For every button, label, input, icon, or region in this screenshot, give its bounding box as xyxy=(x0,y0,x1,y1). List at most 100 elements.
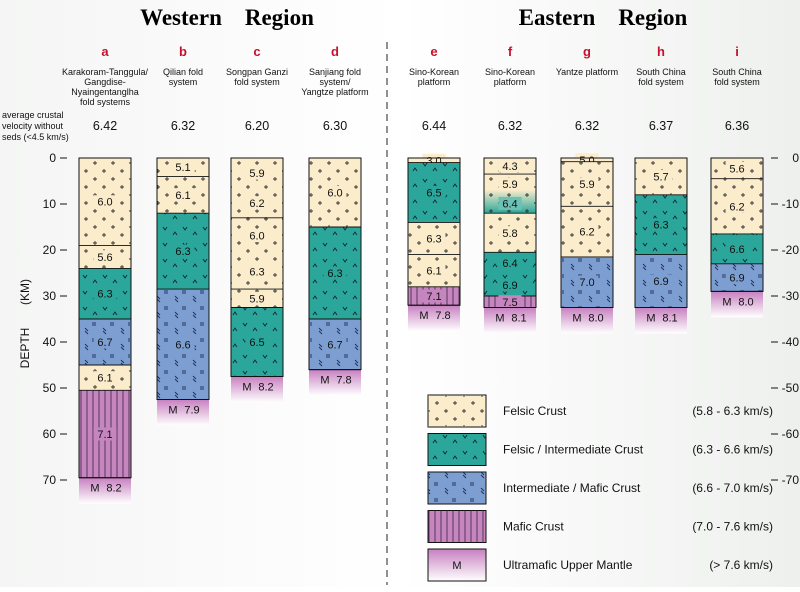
velocity-label: 6.1 xyxy=(97,373,112,385)
velocity-label-bg xyxy=(422,186,446,199)
column-outline xyxy=(230,157,284,377)
velocity-label-bg xyxy=(575,225,599,239)
velocity-label-bg xyxy=(171,244,195,258)
layer-felsic: 6.0 xyxy=(79,157,131,246)
velocity-label: 5.7 xyxy=(653,171,668,183)
legend-label: Ultramafic Upper Mantle xyxy=(503,558,633,572)
mantle-velocity: 8.1 xyxy=(511,313,526,325)
moho-mantle: M 7.8 xyxy=(408,304,460,332)
right-tick-label: -30 xyxy=(782,289,800,303)
layer-felsic: 6.1 xyxy=(408,254,460,287)
column-name-line: Qilian fold xyxy=(163,67,203,77)
layer-felsic: 5.9 xyxy=(231,288,283,308)
column-letter: h xyxy=(657,44,665,59)
velocity-label-bg xyxy=(245,291,269,305)
eastern-region-title: Eastern Region xyxy=(519,5,688,30)
layer-im: 6.6 xyxy=(157,288,209,400)
right-tick-label: 0 xyxy=(792,151,799,165)
velocity-label-bg xyxy=(93,195,117,209)
legend-range: (5.8 - 6.3 km/s) xyxy=(692,404,773,418)
layer-felsic: 5.6 xyxy=(79,244,131,269)
velocity-label-bg xyxy=(93,335,117,349)
layer-fi: 6.4 6.9 xyxy=(484,251,536,296)
velocity-label: 6.0 xyxy=(97,197,112,209)
velocity-label-bg xyxy=(422,232,446,245)
layer-im: 6.9 xyxy=(635,254,687,308)
velocity-label: 6.6 xyxy=(729,244,744,256)
velocity-label: 5.9 xyxy=(249,168,264,180)
legend-swatch-pattern xyxy=(428,395,486,427)
velocity-label-bg xyxy=(171,160,195,174)
layer-mafic: 7.1 xyxy=(79,389,131,478)
velocity-label: 6.7 xyxy=(327,339,342,351)
velocity-label: 6.3 xyxy=(175,246,190,258)
column-outline xyxy=(308,157,362,371)
moho-mantle: M 8.0 xyxy=(561,307,613,334)
velocity-label: 6.0 xyxy=(327,188,342,200)
velocity-label-bg xyxy=(649,218,673,232)
legend-range: (6.3 - 6.6 km/s) xyxy=(692,443,773,457)
avg-velocity-value: 6.32 xyxy=(498,119,522,133)
column-name-line: system/ xyxy=(319,77,351,87)
layer-fi: 6.5 xyxy=(231,307,283,377)
legend-item-mantle: M Ultramafic Upper Mantle (> 7.6 km/s) xyxy=(427,548,773,582)
layer-felsic: 5.9 xyxy=(561,161,613,207)
velocity-label-bg xyxy=(498,256,522,270)
velocity-label: 5.6 xyxy=(729,163,744,175)
velocity-label: 6.7 xyxy=(97,337,112,349)
velocity-label: 6.1 xyxy=(175,190,190,202)
velocity-label-bg xyxy=(498,177,522,191)
mantle-fill xyxy=(309,369,361,396)
mantle-symbol: M xyxy=(495,313,504,325)
velocity-label: 6.2 xyxy=(729,201,744,213)
right-tick-label: -60 xyxy=(782,427,800,441)
legend-item-mafic: Mafic Crust (7.0 - 7.6 km/s) xyxy=(427,510,773,543)
column-name-line: Yangtze platform xyxy=(301,87,368,97)
column-outline xyxy=(483,157,537,308)
velocity-label: 6.4 xyxy=(502,198,517,210)
velocity-label-bg xyxy=(725,271,749,285)
right-tick-label: -50 xyxy=(782,381,800,395)
layer-grad: 5.9 6.4 xyxy=(484,173,536,214)
mantle-velocity: 7.9 xyxy=(184,405,199,417)
legend-label: Intermediate / Mafic Crust xyxy=(503,481,641,495)
velocity-label: 5.6 xyxy=(97,252,112,264)
mantle-velocity: 7.8 xyxy=(336,375,351,387)
legend-item-im: Intermediate / Mafic Crust (6.6 - 7.0 km/… xyxy=(427,471,773,505)
legend-swatch xyxy=(427,548,487,582)
left-tick-label: 0 xyxy=(49,151,56,165)
legend-swatch-pattern xyxy=(428,472,486,504)
avg-velocity-value: 6.30 xyxy=(323,119,347,133)
velocity-label: 6.3 xyxy=(653,220,668,232)
velocity-label-bg xyxy=(498,295,522,309)
column-name-line: fold systems xyxy=(80,97,131,107)
right-tick-label: -10 xyxy=(782,197,800,211)
mantle-velocity: 8.0 xyxy=(588,313,603,325)
mantle-velocity: 7.8 xyxy=(435,310,450,322)
column-name-line: system xyxy=(169,77,198,87)
layer-felsic: 5.1 xyxy=(157,157,209,177)
legend-label: Felsic Crust xyxy=(503,404,567,418)
velocity-label-bg xyxy=(498,278,522,292)
depth-axis-left: DEPTH (KM) 0 10 20 30 40 50 60 70 xyxy=(18,151,67,487)
column-name-line: Sanjiang fold xyxy=(309,67,361,77)
velocity-label: 7.0 xyxy=(579,277,594,289)
mantle-fill xyxy=(635,307,687,334)
velocity-label: 6.2 xyxy=(249,198,264,210)
column-outline xyxy=(407,157,461,306)
legend-swatch-pattern xyxy=(428,510,486,543)
velocity-label: 4.3 xyxy=(502,161,517,173)
column-f: fSino-Koreanplatform6.324.35.96.45.86.46… xyxy=(483,44,537,334)
velocity-label: 6.9 xyxy=(653,276,668,288)
velocity-label: 6.9 xyxy=(729,273,744,285)
velocity-label: 5.9 xyxy=(502,179,517,191)
column-name-line: South China xyxy=(636,67,686,77)
legend-item-felsic: Felsic Crust (5.8 - 6.3 km/s) xyxy=(427,394,773,428)
layer-mafic: 7.1 xyxy=(408,286,460,306)
left-tick-label: 40 xyxy=(43,335,57,349)
legend: Felsic Crust (5.8 - 6.3 km/s) Felsic / Int… xyxy=(427,394,773,582)
velocity-label: 5.9 xyxy=(579,179,594,191)
velocity-label: 6.6 xyxy=(175,339,190,351)
